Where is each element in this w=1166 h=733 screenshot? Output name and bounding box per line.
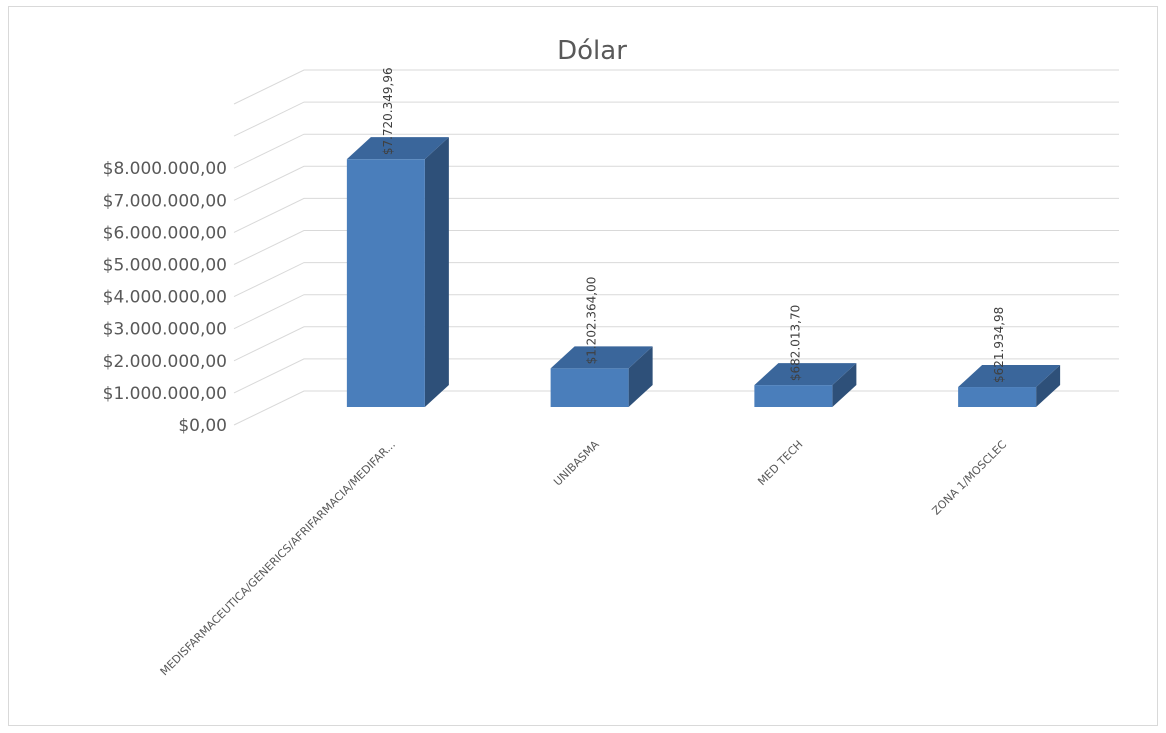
bars [346,137,1061,408]
gridline [233,101,1119,137]
gridline [233,358,1119,394]
gridline [233,69,1119,105]
bar-top [346,137,449,160]
bar-front [754,385,833,407]
x-category-label: MEDISFARMACEUTICA/GENERICS/AFRIFARMACIA/… [158,438,398,678]
bar-top [958,365,1061,388]
gridline [233,197,1119,233]
data-label: $621.934,98 [992,307,1006,383]
bar-side [1036,365,1061,407]
x-category-label: ZONA 1/MOSCLEC [930,438,1010,518]
y-tick-label: $6.000.000,00 [103,223,227,243]
data-label: $7.720.349,96 [381,67,395,155]
y-tick-label: $3.000.000,00 [103,320,227,340]
y-tick-label: $8.000.000,00 [103,159,227,179]
gridline [233,326,1119,362]
bar [754,363,857,407]
gridline [233,262,1119,298]
gridline [233,230,1119,265]
bar [958,365,1061,407]
y-axis-ticks: $0,00 $1.000.000,00 $2.000.000,00 $3.000.00… [103,159,227,436]
bar-chart: Dólar $0,00 $1.000.000,00 $2.000.000,00 $3.… [103,36,1119,679]
chart-title: Dólar [557,36,627,66]
data-label: $682.013,70 [788,305,802,381]
x-category-label: UNIBASMA [551,438,602,489]
bar [346,137,449,408]
y-tick-label: $0,00 [178,416,227,436]
y-tick-label: $5.000.000,00 [103,256,227,276]
gridline [233,133,1119,169]
data-label: $1.202.364,00 [585,277,599,365]
gridlines [233,69,1119,426]
gridline [233,165,1119,201]
bar-side [832,363,857,407]
x-category-label: MED TECH [755,438,805,488]
bar-front [346,159,425,407]
bar-front [958,387,1037,407]
bar-top [550,346,653,369]
y-tick-label: $4.000.000,00 [103,288,227,308]
y-tick-label: $7.000.000,00 [103,191,227,211]
y-tick-label: $2.000.000,00 [103,352,227,372]
x-axis-categories: MEDISFARMACEUTICA/GENERICS/AFRIFARMACIA/… [158,438,1010,679]
bar-side [628,346,653,407]
gridline [233,294,1119,330]
bar-side [424,137,449,408]
bar-top [754,363,857,386]
chart-frame: Dólar $0,00 $1.000.000,00 $2.000.000,00 $3.… [8,6,1158,726]
data-labels: $7.720.349,96 $1.202.364,00 $682.013,70 $62… [381,67,1006,383]
bar-front [550,368,629,407]
bar [550,346,653,407]
y-tick-label: $1.000.000,00 [103,384,227,404]
